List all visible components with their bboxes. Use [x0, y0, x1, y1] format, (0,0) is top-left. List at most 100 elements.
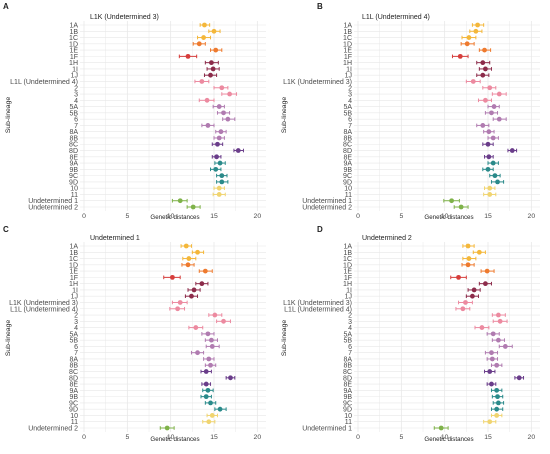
category-label: 9D [69, 407, 78, 414]
data-point [227, 91, 233, 97]
data-point [485, 166, 491, 172]
data-point [203, 394, 209, 400]
data-point [502, 344, 508, 349]
category-label: 8B [343, 135, 352, 142]
data-point [209, 60, 214, 66]
data-point [209, 337, 214, 343]
category-label: 3 [74, 319, 78, 326]
y-axis-label: Sub-lineage [281, 320, 288, 356]
category-label: 8B [69, 363, 78, 370]
category-label: 7 [74, 123, 78, 130]
category-label: 1B [343, 29, 352, 36]
category-label: 5A [69, 104, 78, 111]
data-point [202, 22, 207, 28]
data-point [460, 306, 466, 312]
data-point [201, 35, 207, 40]
data-point [496, 312, 501, 318]
data-point [183, 243, 189, 249]
category-label: 1F [70, 54, 78, 61]
data-point [516, 375, 522, 381]
data-point [476, 249, 482, 255]
data-point [219, 173, 225, 179]
data-point [489, 350, 494, 356]
data-point [216, 135, 222, 141]
data-point [489, 356, 495, 362]
data-point [480, 60, 486, 66]
category-label: 4 [74, 325, 78, 332]
data-point [480, 123, 486, 128]
category-label: 1I [346, 66, 352, 73]
x-tick-label: 15 [484, 213, 492, 220]
panel-title: Undetermined 2 [362, 235, 412, 242]
category-label: 1A [69, 244, 78, 251]
data-point [196, 41, 202, 47]
category-label: L1K (Undetermined 3) [9, 300, 78, 307]
category-label: 1A [69, 23, 78, 30]
data-point [490, 331, 496, 337]
data-point [496, 116, 502, 122]
category-label: 4 [348, 325, 352, 332]
data-point [214, 154, 220, 160]
x-axis-label: Genetic distances [150, 214, 199, 221]
category-label: 2 [348, 85, 352, 92]
data-point [479, 325, 485, 330]
category-label: 1A [343, 244, 352, 251]
data-point [495, 179, 500, 185]
category-label: 5B [343, 338, 352, 345]
data-point [487, 369, 493, 374]
data-point [471, 287, 477, 293]
category-label: 10 [344, 413, 352, 420]
data-point [193, 325, 199, 330]
category-label: 5A [343, 104, 352, 111]
category-label: Undetermined 1 [302, 426, 352, 433]
category-label: 8C [343, 369, 352, 376]
x-tick-label: 15 [210, 213, 218, 220]
data-point [208, 400, 213, 406]
data-point [215, 141, 220, 147]
data-point [482, 47, 487, 53]
category-label: 1D [69, 262, 78, 269]
data-point [458, 204, 464, 210]
data-point [195, 350, 200, 356]
data-point [213, 166, 219, 172]
data-point [205, 387, 211, 393]
data-point [217, 160, 223, 166]
category-label: 2 [74, 313, 78, 320]
category-label: 8D [343, 375, 352, 382]
data-point [464, 41, 470, 47]
category-label: 3 [348, 319, 352, 326]
data-point [206, 356, 212, 362]
category-label: 1C [343, 35, 352, 42]
data-point [473, 28, 479, 34]
data-point [202, 268, 208, 274]
category-label: 9A [69, 388, 78, 395]
data-point [497, 318, 503, 324]
category-label: 8C [69, 369, 78, 376]
data-point [487, 85, 493, 91]
data-point [480, 72, 486, 78]
data-point [219, 179, 225, 185]
data-point [199, 79, 205, 84]
category-label: 2 [74, 85, 78, 92]
category-label: 4 [348, 98, 352, 105]
data-point [211, 28, 217, 34]
category-label: 1C [343, 256, 352, 263]
data-point [487, 185, 493, 191]
data-point [438, 425, 444, 431]
category-label: 6 [74, 117, 78, 124]
data-point [490, 160, 496, 166]
category-label: 1J [71, 73, 78, 80]
category-label: 9C [343, 400, 352, 407]
panel-label: D [317, 225, 323, 234]
category-label: 5B [343, 110, 352, 117]
category-label: 8B [343, 363, 352, 370]
category-label: Undetermined 2 [28, 426, 78, 433]
category-label: 1I [72, 66, 78, 73]
data-point [470, 79, 476, 84]
category-label: Undetermined 1 [28, 198, 78, 205]
category-label: 5B [69, 110, 78, 117]
panel-label: B [317, 2, 323, 11]
data-point [228, 375, 233, 381]
